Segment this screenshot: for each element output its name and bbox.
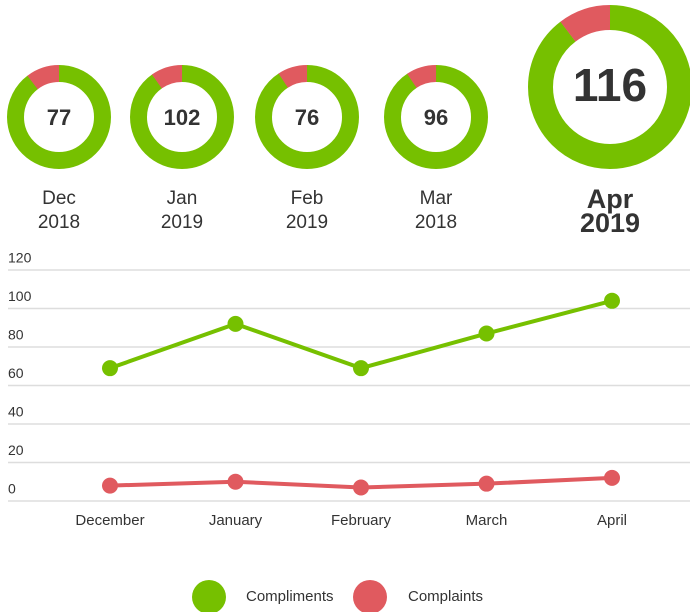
donut-total: 77 [47,105,71,130]
y-tick-label: 120 [8,250,32,266]
legend-label: Compliments [246,588,334,605]
y-tick-label: 80 [8,327,24,343]
data-point [227,473,244,490]
data-point [102,360,118,377]
x-tick-label: January [209,512,263,529]
donut-month: Apr [587,184,634,214]
donut-year: 2019 [161,212,203,233]
donut-total: 96 [424,105,448,130]
donut-complaints [384,65,489,170]
legend-label: Complaints [408,588,483,605]
series-line [109,298,613,371]
x-tick-label: April [597,512,627,529]
data-point [604,469,620,486]
y-tick-label: 100 [8,288,32,304]
donut-year: 2018 [38,212,80,233]
x-tick-label: February [331,512,392,529]
data-point [604,292,620,309]
donut-month: Mar [420,188,453,209]
donut-year: 2019 [286,212,328,233]
data-point [102,477,118,494]
donut-complaints [130,65,234,169]
y-tick-label: 20 [8,442,24,458]
data-point [227,315,244,332]
donut-month: Feb [291,188,324,209]
donut-month: Jan [167,188,198,209]
donut-total: 76 [295,105,319,130]
y-tick-label: 60 [8,365,24,381]
donut-total: 116 [573,59,647,111]
donut-total: 102 [164,105,201,130]
donut-month: Dec [42,188,76,209]
x-tick-label: December [75,512,144,529]
data-point [353,360,369,377]
legend-swatch [192,580,226,612]
data-point [478,325,495,342]
data-point [353,479,369,496]
donut-year: 2018 [415,212,457,233]
legend-swatch [353,580,387,612]
donut-complaints [255,65,359,169]
donut-complaints [7,65,111,169]
x-tick-label: March [466,512,508,529]
data-point [478,475,495,492]
donut-year: 2019 [580,208,640,238]
y-tick-label: 40 [8,404,24,420]
y-tick-label: 0 [8,481,16,497]
